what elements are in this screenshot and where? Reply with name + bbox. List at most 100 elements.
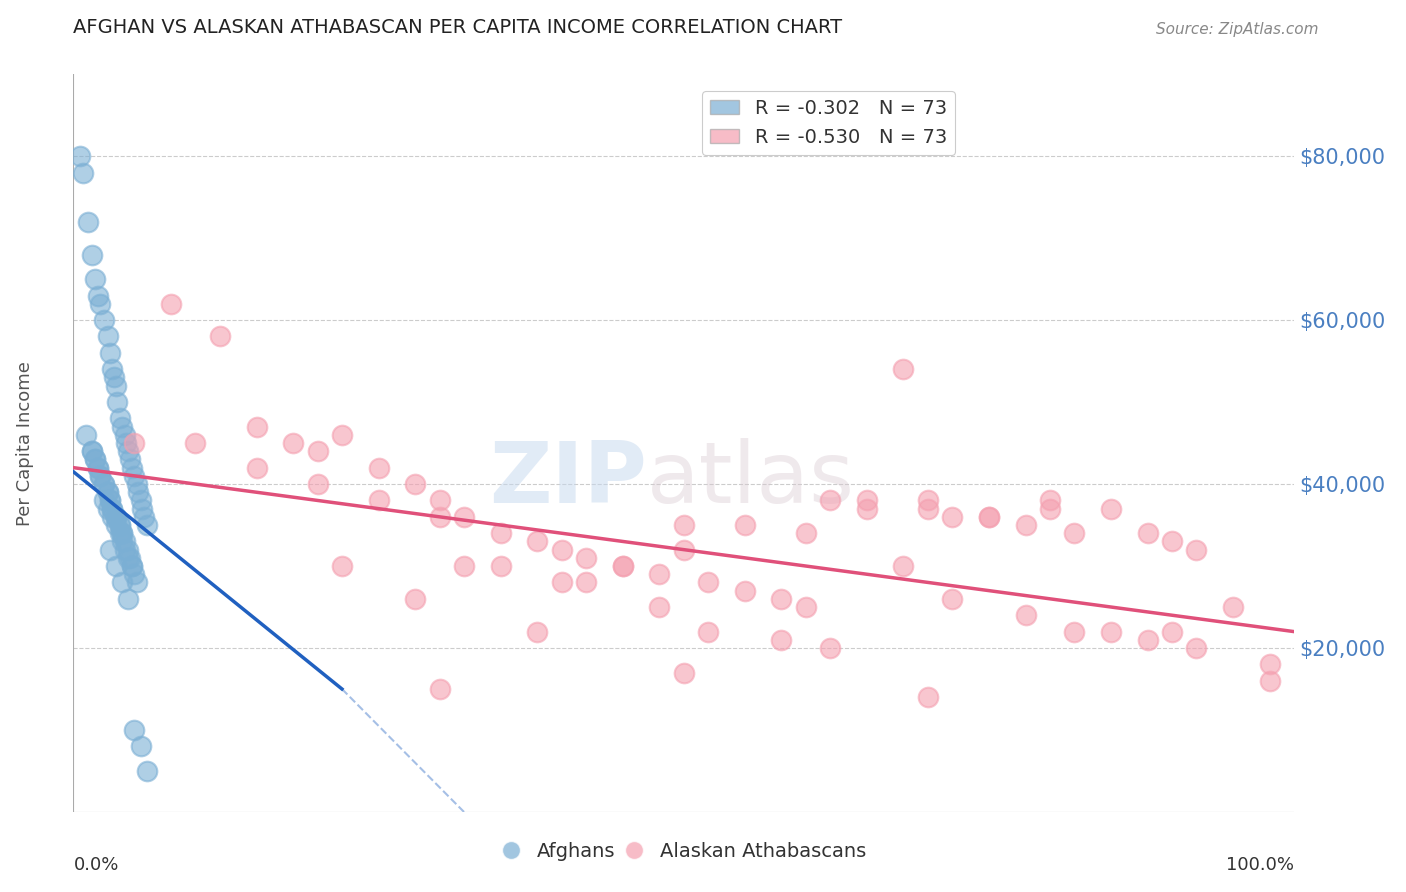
Point — [184, 436, 207, 450]
Point — [121, 460, 143, 475]
Point — [160, 296, 183, 310]
Point — [125, 477, 148, 491]
Point — [307, 477, 329, 491]
Point — [489, 526, 512, 541]
Point — [108, 411, 131, 425]
Point — [550, 575, 572, 590]
Point — [1014, 608, 1036, 623]
Point — [794, 600, 817, 615]
Point — [941, 591, 963, 606]
Point — [453, 509, 475, 524]
Point — [134, 509, 156, 524]
Point — [129, 493, 152, 508]
Point — [124, 436, 146, 450]
Point — [103, 370, 125, 384]
Point — [856, 501, 879, 516]
Point — [129, 739, 152, 754]
Point — [108, 526, 131, 541]
Point — [1099, 501, 1122, 516]
Point — [118, 452, 141, 467]
Point — [1039, 501, 1062, 516]
Point — [1161, 534, 1184, 549]
Point — [114, 542, 136, 557]
Point — [69, 149, 91, 163]
Point — [550, 542, 572, 557]
Point — [697, 575, 720, 590]
Point — [526, 624, 548, 639]
Point — [1099, 624, 1122, 639]
Point — [84, 272, 107, 286]
Point — [770, 632, 793, 647]
Point — [101, 501, 124, 516]
Point — [281, 436, 304, 450]
Point — [72, 165, 94, 179]
Point — [117, 591, 139, 606]
Point — [117, 444, 139, 458]
Point — [101, 501, 124, 516]
Point — [115, 436, 138, 450]
Point — [575, 575, 598, 590]
Point — [111, 526, 134, 541]
Point — [917, 501, 939, 516]
Point — [1063, 624, 1085, 639]
Point — [114, 534, 136, 549]
Point — [941, 509, 963, 524]
Point — [818, 493, 841, 508]
Point — [114, 428, 136, 442]
Point — [108, 518, 131, 533]
Point — [89, 468, 111, 483]
Point — [87, 460, 110, 475]
Point — [977, 509, 1000, 524]
Point — [612, 559, 634, 574]
Point — [80, 444, 103, 458]
Point — [93, 313, 115, 327]
Point — [105, 518, 128, 533]
Point — [87, 288, 110, 302]
Point — [1258, 657, 1281, 672]
Point — [105, 509, 128, 524]
Point — [97, 485, 120, 500]
Point — [124, 723, 146, 737]
Text: atlas: atlas — [647, 439, 855, 522]
Point — [429, 493, 451, 508]
Point — [111, 575, 134, 590]
Point — [648, 567, 671, 582]
Point — [135, 518, 157, 533]
Point — [98, 346, 121, 360]
Point — [97, 501, 120, 516]
Point — [208, 329, 231, 343]
Point — [93, 493, 115, 508]
Point — [97, 485, 120, 500]
Point — [307, 444, 329, 458]
Point — [893, 362, 915, 376]
Text: 0.0%: 0.0% — [73, 856, 118, 874]
Point — [1185, 640, 1208, 655]
Point — [131, 501, 153, 516]
Text: Source: ZipAtlas.com: Source: ZipAtlas.com — [1156, 22, 1319, 37]
Point — [98, 493, 121, 508]
Point — [734, 518, 756, 533]
Point — [330, 428, 353, 442]
Point — [1222, 600, 1244, 615]
Point — [80, 247, 103, 261]
Point — [404, 477, 426, 491]
Point — [672, 518, 695, 533]
Point — [111, 534, 134, 549]
Point — [367, 460, 389, 475]
Point — [648, 600, 671, 615]
Point — [121, 559, 143, 574]
Point — [794, 526, 817, 541]
Point — [977, 509, 1000, 524]
Point — [330, 559, 353, 574]
Point — [453, 559, 475, 574]
Point — [105, 509, 128, 524]
Point — [93, 477, 115, 491]
Point — [98, 493, 121, 508]
Text: AFGHAN VS ALASKAN ATHABASCAN PER CAPITA INCOME CORRELATION CHART: AFGHAN VS ALASKAN ATHABASCAN PER CAPITA … — [73, 19, 842, 37]
Point — [1185, 542, 1208, 557]
Point — [489, 559, 512, 574]
Point — [93, 477, 115, 491]
Legend: Afghans, Alaskan Athabascans: Afghans, Alaskan Athabascans — [494, 834, 873, 869]
Point — [117, 550, 139, 565]
Point — [1161, 624, 1184, 639]
